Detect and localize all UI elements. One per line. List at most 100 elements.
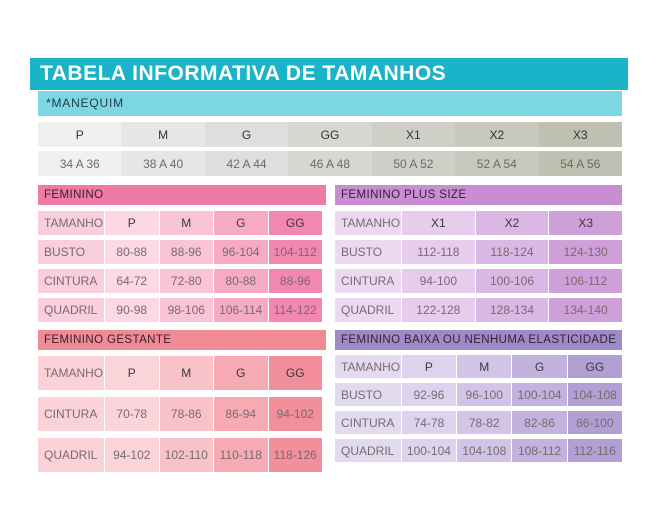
plus-row-label: QUADRIL <box>335 298 401 322</box>
baixa-value-cell: 100-104 <box>401 439 457 462</box>
plus-value-cell: 94-100 <box>401 269 475 293</box>
baixa-row-label: BUSTO <box>335 383 401 406</box>
feminino-value-cell: GG <box>268 211 322 235</box>
manequim-size-cell: M <box>121 122 205 147</box>
baixa-value-cell: 108-112 <box>512 439 567 462</box>
baixa-value-cell: P <box>401 355 457 378</box>
gestante-header: FEMININO GESTANTE <box>38 330 326 350</box>
feminino-table: FEMININO TAMANHO P M G GG BUSTO 80-88 88-96 96-1… <box>38 185 326 322</box>
gestante-row: QUADRIL 94-102 102-110 110-118 118-126 <box>38 438 326 472</box>
manequim-range-cell: 54 A 56 <box>538 151 622 176</box>
manequim-sizes-row: P M G GG X1 X2 X3 <box>38 122 622 147</box>
gestante-value-cell: G <box>214 356 268 390</box>
feminino-row-label: CINTURA <box>38 269 104 293</box>
manequim-range-cell: 38 A 40 <box>121 151 205 176</box>
plus-value-cell: X2 <box>475 211 549 235</box>
manequim-ranges-row: 34 A 36 38 A 40 42 A 44 46 A 48 50 A 52 52 A … <box>38 151 622 176</box>
baixa-value-cell: 96-100 <box>457 383 512 406</box>
baixa-value-cell: 104-108 <box>457 439 512 462</box>
gestante-value-cell: 118-126 <box>268 438 322 472</box>
feminino-value-cell: G <box>214 211 268 235</box>
gestante-value-cell: 78-86 <box>159 397 213 431</box>
manequim-header: *MANEQUIM <box>38 91 622 116</box>
manequim-range-cell: 34 A 36 <box>38 151 122 176</box>
baixa-value-cell: G <box>512 355 567 378</box>
manequim-size-cell: X2 <box>455 122 539 147</box>
plus-row-label: BUSTO <box>335 240 401 264</box>
feminino-value-cell: 96-104 <box>214 240 268 264</box>
manequim-size-cell: X1 <box>371 122 456 147</box>
gestante-value-cell: 110-118 <box>214 438 268 472</box>
plus-value-cell: 106-112 <box>549 269 622 293</box>
plus-row: CINTURA 94-100 100-106 106-112 <box>335 269 622 293</box>
feminino-value-cell: 104-112 <box>268 240 322 264</box>
plus-value-cell: 100-106 <box>475 269 549 293</box>
feminino-value-cell: 88-96 <box>159 240 213 264</box>
plus-value-cell: 128-134 <box>475 298 549 322</box>
plus-row: QUADRIL 122-128 128-134 134-140 <box>335 298 622 322</box>
baixa-value-cell: 86-100 <box>567 411 622 434</box>
feminino-value-cell: 88-96 <box>268 269 322 293</box>
feminino-value-cell: M <box>159 211 213 235</box>
feminino-row: BUSTO 80-88 88-96 96-104 104-112 <box>38 240 326 264</box>
baixa-row-label: TAMANHO <box>335 355 401 378</box>
plus-value-cell: 112-118 <box>401 240 475 264</box>
baixa-value-cell: 74-78 <box>401 411 457 434</box>
baixa-value-cell: 100-104 <box>512 383 567 406</box>
plus-value-cell: 134-140 <box>549 298 622 322</box>
feminino-header: FEMININO <box>38 185 326 205</box>
manequim-size-cell: G <box>204 122 289 147</box>
feminino-row: CINTURA 64-72 72-80 80-88 88-96 <box>38 269 326 293</box>
gestante-row-label: QUADRIL <box>38 438 104 472</box>
gestante-value-cell: P <box>105 356 159 390</box>
baixa-value-cell: 92-96 <box>401 383 457 406</box>
feminino-value-cell: 64-72 <box>105 269 159 293</box>
gestante-row-label: TAMANHO <box>38 356 104 390</box>
gestante-row-label: CINTURA <box>38 397 104 431</box>
baixa-row-label: CINTURA <box>335 411 401 434</box>
gestante-value-cell: GG <box>268 356 322 390</box>
gestante-table: FEMININO GESTANTE TAMANHO P M G GG CINTURA 70-… <box>38 330 326 472</box>
gestante-value-cell: 70-78 <box>105 397 159 431</box>
baixa-elasticidade-header: FEMININO BAIXA OU NENHUMA ELASTICIDADE <box>335 330 622 350</box>
feminino-value-cell: 114-122 <box>268 298 322 322</box>
plus-value-cell: 118-124 <box>475 240 549 264</box>
baixa-row: QUADRIL 100-104 104-108 108-112 112-116 <box>335 439 622 462</box>
feminino-value-cell: 80-88 <box>105 240 159 264</box>
gestante-value-cell: M <box>159 356 213 390</box>
feminino-value-cell: P <box>105 211 159 235</box>
feminino-row-label: TAMANHO <box>38 211 104 235</box>
feminino-row-label: BUSTO <box>38 240 104 264</box>
baixa-value-cell: 112-116 <box>567 439 622 462</box>
manequim-range-cell: 46 A 48 <box>288 151 372 176</box>
feminino-value-cell: 80-88 <box>214 269 268 293</box>
manequim-range-cell: 50 A 52 <box>371 151 456 176</box>
feminino-row: QUADRIL 90-98 98-106 106-114 114-122 <box>38 298 326 322</box>
feminino-value-cell: 72-80 <box>159 269 213 293</box>
feminino-value-cell: 106-114 <box>214 298 268 322</box>
manequim-size-cell: P <box>38 122 122 147</box>
plus-row: TAMANHO X1 X2 X3 <box>335 211 622 235</box>
gestante-row: CINTURA 70-78 78-86 86-94 94-102 <box>38 397 326 431</box>
manequim-size-cell: X3 <box>538 122 622 147</box>
plus-value-cell: 124-130 <box>549 240 622 264</box>
manequim-range-cell: 52 A 54 <box>455 151 539 176</box>
gestante-value-cell: 86-94 <box>214 397 268 431</box>
gestante-value-cell: 94-102 <box>105 438 159 472</box>
manequim-range-cell: 42 A 44 <box>204 151 289 176</box>
gestante-value-cell: 102-110 <box>159 438 213 472</box>
baixa-value-cell: 104-108 <box>567 383 622 406</box>
page-title: TABELA INFORMATIVA DE TAMANHOS <box>30 58 628 90</box>
baixa-elasticidade-table: FEMININO BAIXA OU NENHUMA ELASTICIDADE T… <box>335 330 622 462</box>
plus-value-cell: X1 <box>401 211 475 235</box>
plus-row-label: TAMANHO <box>335 211 401 235</box>
baixa-row: TAMANHO P M G GG <box>335 355 622 378</box>
plus-size-table: FEMININO PLUS SIZE TAMANHO X1 X2 X3 BUSTO 112… <box>335 185 622 322</box>
gestante-row: TAMANHO P M G GG <box>38 356 326 390</box>
baixa-value-cell: GG <box>567 355 622 378</box>
plus-row-label: CINTURA <box>335 269 401 293</box>
baixa-value-cell: 78-82 <box>457 411 512 434</box>
baixa-row: CINTURA 74-78 78-82 82-86 86-100 <box>335 411 622 434</box>
baixa-row-label: QUADRIL <box>335 439 401 462</box>
plus-value-cell: X3 <box>549 211 622 235</box>
